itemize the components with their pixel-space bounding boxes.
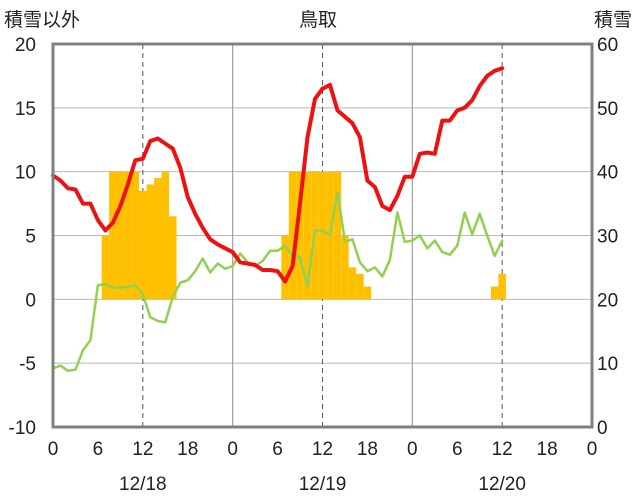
snow-bar [281, 235, 289, 300]
snow-bar [341, 235, 349, 300]
snow-bar [363, 286, 372, 300]
left-tick-label: 5 [25, 227, 36, 248]
snow-bar [109, 171, 117, 300]
left-tick-label: -10 [9, 418, 36, 439]
hour-tick-label: 18 [177, 439, 198, 460]
snow-bar [154, 178, 162, 300]
snow-bar [303, 171, 312, 300]
right-tick-label: 50 [597, 99, 618, 120]
hour-tick-label: 0 [227, 439, 238, 460]
right-tick-label: 10 [597, 354, 618, 375]
snow-bar [318, 171, 327, 300]
snow-bar [498, 273, 506, 300]
snow-bar [139, 190, 147, 300]
left-axis-title: 積雪以外 [4, 9, 80, 31]
day-label: 12/20 [478, 474, 526, 495]
snow-bar [124, 171, 132, 300]
snow-bar [146, 184, 155, 300]
day-label: 12/18 [119, 474, 167, 495]
day-label: 12/19 [299, 474, 347, 495]
left-tick-label: -5 [19, 354, 36, 375]
left-tick-label: 15 [15, 99, 36, 120]
hour-tick-label: 12 [132, 439, 153, 460]
snow-bar [169, 216, 177, 300]
hour-tick-label: 18 [537, 439, 558, 460]
temperature-line [51, 66, 505, 284]
snow-bar [101, 235, 110, 300]
snow-bar [296, 171, 304, 300]
right-tick-label: 0 [597, 418, 608, 439]
snow-bar [161, 171, 170, 300]
right-tick-label: 20 [597, 290, 618, 311]
snow-bar [356, 273, 364, 300]
right-axis-title: 積雪 [594, 9, 632, 31]
hour-tick-label: 12 [492, 439, 513, 460]
left-tick-label: 0 [25, 290, 36, 311]
snow-bar [348, 267, 357, 300]
snow-bar [131, 171, 140, 300]
green-series-line [51, 190, 504, 373]
hour-tick-label: 6 [93, 439, 104, 460]
chart-title: 鳥取 [299, 9, 337, 31]
hour-tick-label: 6 [272, 439, 283, 460]
hour-tick-label: 0 [48, 439, 59, 460]
right-tick-label: 40 [597, 163, 618, 184]
snow-bar [333, 171, 342, 300]
left-tick-label: 20 [15, 35, 36, 56]
hour-tick-label: 12 [312, 439, 333, 460]
right-tick-label: 60 [597, 35, 618, 56]
hour-tick-label: 0 [407, 439, 418, 460]
hour-tick-label: 18 [357, 439, 378, 460]
left-tick-label: 10 [15, 163, 36, 184]
snow-bar [116, 171, 125, 300]
snow-bar [288, 171, 297, 300]
hour-tick-label: 6 [452, 439, 463, 460]
hour-tick-label: 0 [587, 439, 598, 460]
right-tick-label: 30 [597, 227, 618, 248]
plot-frame [51, 42, 594, 429]
snow-bar [490, 286, 499, 300]
